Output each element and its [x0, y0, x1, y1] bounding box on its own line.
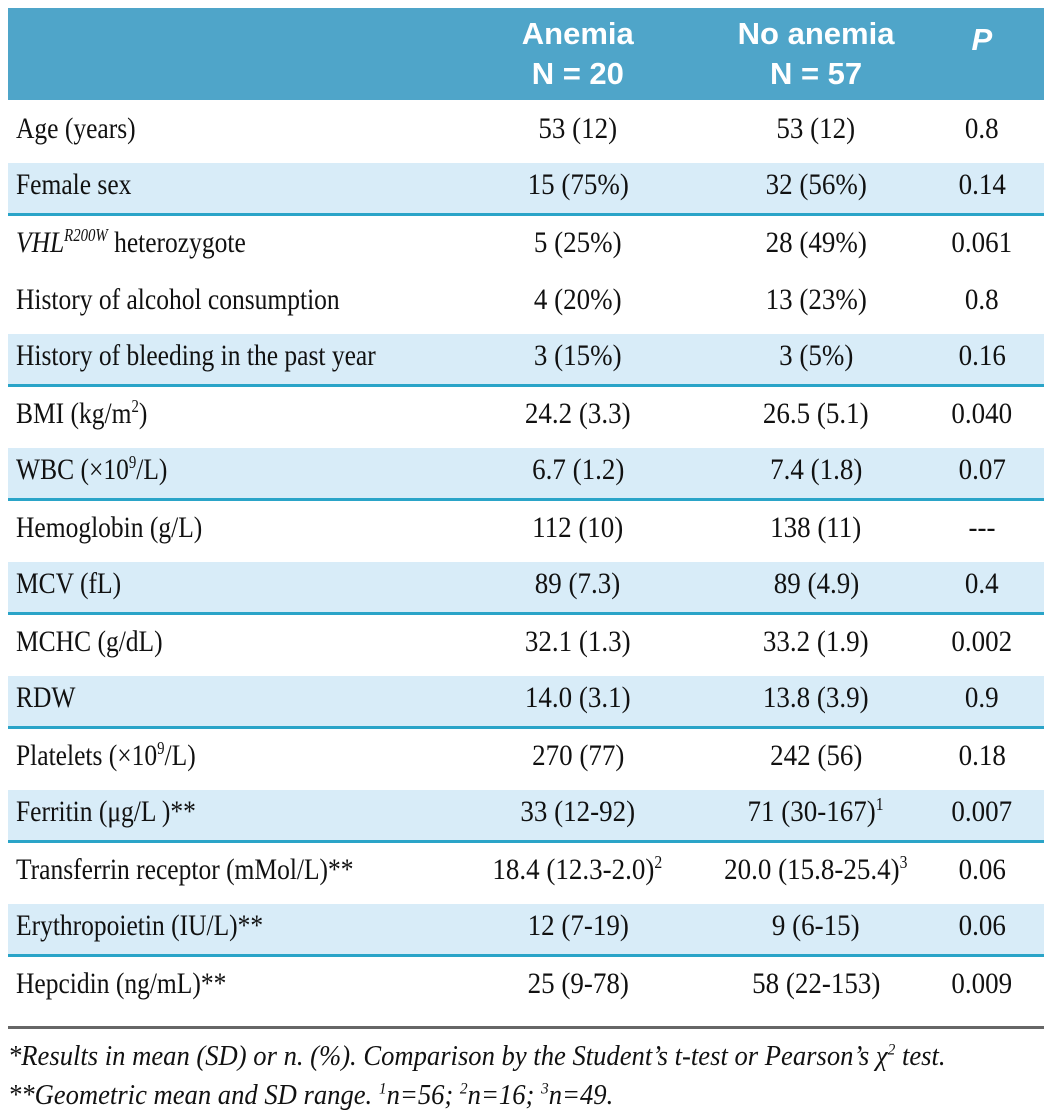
- p-value-header-label: P: [971, 22, 993, 57]
- row-label: Ferritin (μg/L )**: [16, 794, 196, 828]
- anemia-value: 33 (12-92): [520, 794, 636, 828]
- p-value: 0.16: [958, 338, 1006, 372]
- row-label: BMI (kg/m2): [16, 396, 148, 431]
- anemia-value: 15 (75%): [527, 167, 629, 201]
- footnotes: *Results in mean (SD) or n. (%). Compari…: [8, 1029, 1044, 1115]
- p-value: 0.14: [958, 167, 1006, 201]
- row-label: VHLR200W heterozygote: [16, 225, 246, 260]
- table-row: Female sex 15 (75%) 32 (56%) 0.14: [8, 157, 1044, 216]
- row-label: Erythropoietin (IU/L)**: [16, 908, 264, 942]
- anemia-value: 4 (20%): [533, 282, 622, 316]
- table-row: WBC (×109/L) 6.7 (1.2) 7.4 (1.8) 0.07: [8, 442, 1044, 501]
- no-anemia-value: 20.0 (15.8-25.4)3: [724, 852, 908, 887]
- anemia-value: 18.4 (12.3-2.0)2: [492, 852, 663, 887]
- anemia-value: 89 (7.3): [535, 566, 621, 600]
- footnote-divider: [8, 1026, 1044, 1029]
- header-empty-cell: [8, 8, 444, 100]
- p-value: 0.07: [958, 452, 1006, 486]
- table-header: Anemia N = 20 No anemia N = 57 P: [8, 8, 1044, 100]
- no-anemia-value: 9 (6-15): [772, 908, 860, 942]
- table-row: Platelets (×109/L) 270 (77) 242 (56) 0.18: [8, 727, 1044, 784]
- no-anemia-value: 26.5 (5.1): [763, 397, 869, 431]
- no-anemia-value: 3 (5%): [778, 338, 854, 372]
- footnote-line: **Geometric mean and SD range. 1n=56; 2n…: [8, 1079, 614, 1112]
- no-anemia-value: 7.4 (1.8): [769, 452, 863, 486]
- table-row: RDW 14.0 (3.1) 13.8 (3.9) 0.9: [8, 670, 1044, 729]
- anemia-group-n: N = 20: [531, 56, 624, 91]
- row-label: Female sex: [16, 167, 132, 201]
- no-anemia-value: 28 (49%): [765, 226, 867, 260]
- anemia-group-label: Anemia: [521, 15, 634, 51]
- no-anemia-value: 71 (30-167)1: [748, 793, 885, 828]
- p-value: 0.040: [951, 397, 1013, 431]
- no-anemia-value: 13 (23%): [765, 282, 867, 316]
- row-label: Platelets (×109/L): [16, 738, 196, 773]
- header-col-anemia: Anemia N = 20: [443, 8, 713, 100]
- anemia-value: 112 (10): [532, 511, 624, 545]
- no-anemia-value: 138 (11): [770, 511, 862, 545]
- no-anemia-value: 242 (56): [769, 739, 863, 773]
- footnote-line: *Results in mean (SD) or n. (%). Compari…: [8, 1040, 946, 1072]
- no-anemia-value: 58 (22-153): [751, 967, 881, 1001]
- p-value: 0.002: [951, 625, 1013, 659]
- no-anemia-group-n: N = 57: [769, 56, 863, 91]
- anemia-value: 270 (77): [531, 739, 624, 773]
- anemia-value: 32.1 (1.3): [524, 625, 631, 659]
- table-row: Age (years) 53 (12) 53 (12) 0.8: [8, 100, 1044, 157]
- p-value: 0.061: [951, 226, 1013, 260]
- no-anemia-value: 53 (12): [776, 111, 856, 145]
- row-label: WBC (×109/L): [16, 451, 168, 486]
- table-row: History of alcohol consumption 4 (20%) 13 …: [8, 271, 1044, 328]
- no-anemia-value: 13.8 (3.9): [763, 680, 869, 714]
- p-value: 0.009: [951, 967, 1013, 1001]
- row-label: RDW: [16, 680, 76, 714]
- p-value: 0.007: [951, 794, 1013, 828]
- table-row: VHLR200W heterozygote 5 (25%) 28 (49%) 0.06…: [8, 214, 1044, 271]
- anemia-value: 6.7 (1.2): [531, 452, 624, 486]
- p-value: 0.06: [958, 908, 1006, 942]
- row-label: History of alcohol consumption: [16, 282, 340, 316]
- p-value: 0.18: [958, 739, 1006, 773]
- anemia-value: 53 (12): [538, 111, 618, 145]
- anemia-value: 12 (7-19): [527, 908, 629, 942]
- p-value: 0.9: [964, 680, 999, 714]
- row-label: History of bleeding in the past year: [16, 338, 376, 372]
- table-body: Age (years) 53 (12) 53 (12) 0.8 Female sex 15…: [8, 100, 1044, 1012]
- no-anemia-value: 32 (56%): [765, 167, 867, 201]
- p-value: 0.8: [964, 111, 999, 145]
- header-row: Anemia N = 20 No anemia N = 57 P: [8, 8, 1044, 100]
- patient-characteristics-table: Anemia N = 20 No anemia N = 57 P Age (ye…: [8, 8, 1044, 1012]
- anemia-value: 24.2 (3.3): [524, 397, 631, 431]
- row-label: Hepcidin (ng/mL)**: [16, 967, 227, 1001]
- table-row: MCHC (g/dL) 32.1 (1.3) 33.2 (1.9) 0.002: [8, 613, 1044, 670]
- table-row: BMI (kg/m2) 24.2 (3.3) 26.5 (5.1) 0.040: [8, 385, 1044, 442]
- table-row: Ferritin (μg/L )** 33 (12-92) 71 (30-167)1…: [8, 784, 1044, 843]
- no-anemia-value: 33.2 (1.9): [763, 625, 869, 659]
- no-anemia-value: 89 (4.9): [773, 566, 859, 600]
- table-row: Erythropoietin (IU/L)** 12 (7-19) 9 (6-15)…: [8, 898, 1044, 957]
- row-label: Age (years): [16, 111, 136, 145]
- anemia-value: 5 (25%): [533, 226, 622, 260]
- p-value: 0.8: [964, 282, 999, 316]
- no-anemia-group-label: No anemia: [737, 15, 895, 51]
- anemia-value: 14.0 (3.1): [524, 680, 631, 714]
- row-label: MCV (fL): [16, 566, 122, 600]
- table-row: Hemoglobin (g/L) 112 (10) 138 (11) ---: [8, 499, 1044, 556]
- row-label: Hemoglobin (g/L): [16, 511, 203, 545]
- anemia-value: 3 (15%): [533, 338, 622, 372]
- header-col-p: P: [919, 8, 1044, 100]
- p-value: 0.06: [958, 853, 1006, 887]
- table-row: MCV (fL) 89 (7.3) 89 (4.9) 0.4: [8, 556, 1044, 615]
- p-value: ---: [968, 511, 996, 545]
- table-row: Hepcidin (ng/mL)** 25 (9-78) 58 (22-153) 0.…: [8, 955, 1044, 1012]
- p-value: 0.4: [964, 566, 999, 600]
- row-label: MCHC (g/dL): [16, 625, 163, 659]
- table-row: Transferrin receptor (mMol/L)** 18.4 (12.…: [8, 841, 1044, 898]
- table-row: History of bleeding in the past year 3 (1…: [8, 328, 1044, 387]
- anemia-value: 25 (9-78): [527, 967, 629, 1001]
- header-col-no-anemia: No anemia N = 57: [712, 8, 920, 100]
- row-label: Transferrin receptor (mMol/L)**: [16, 853, 354, 887]
